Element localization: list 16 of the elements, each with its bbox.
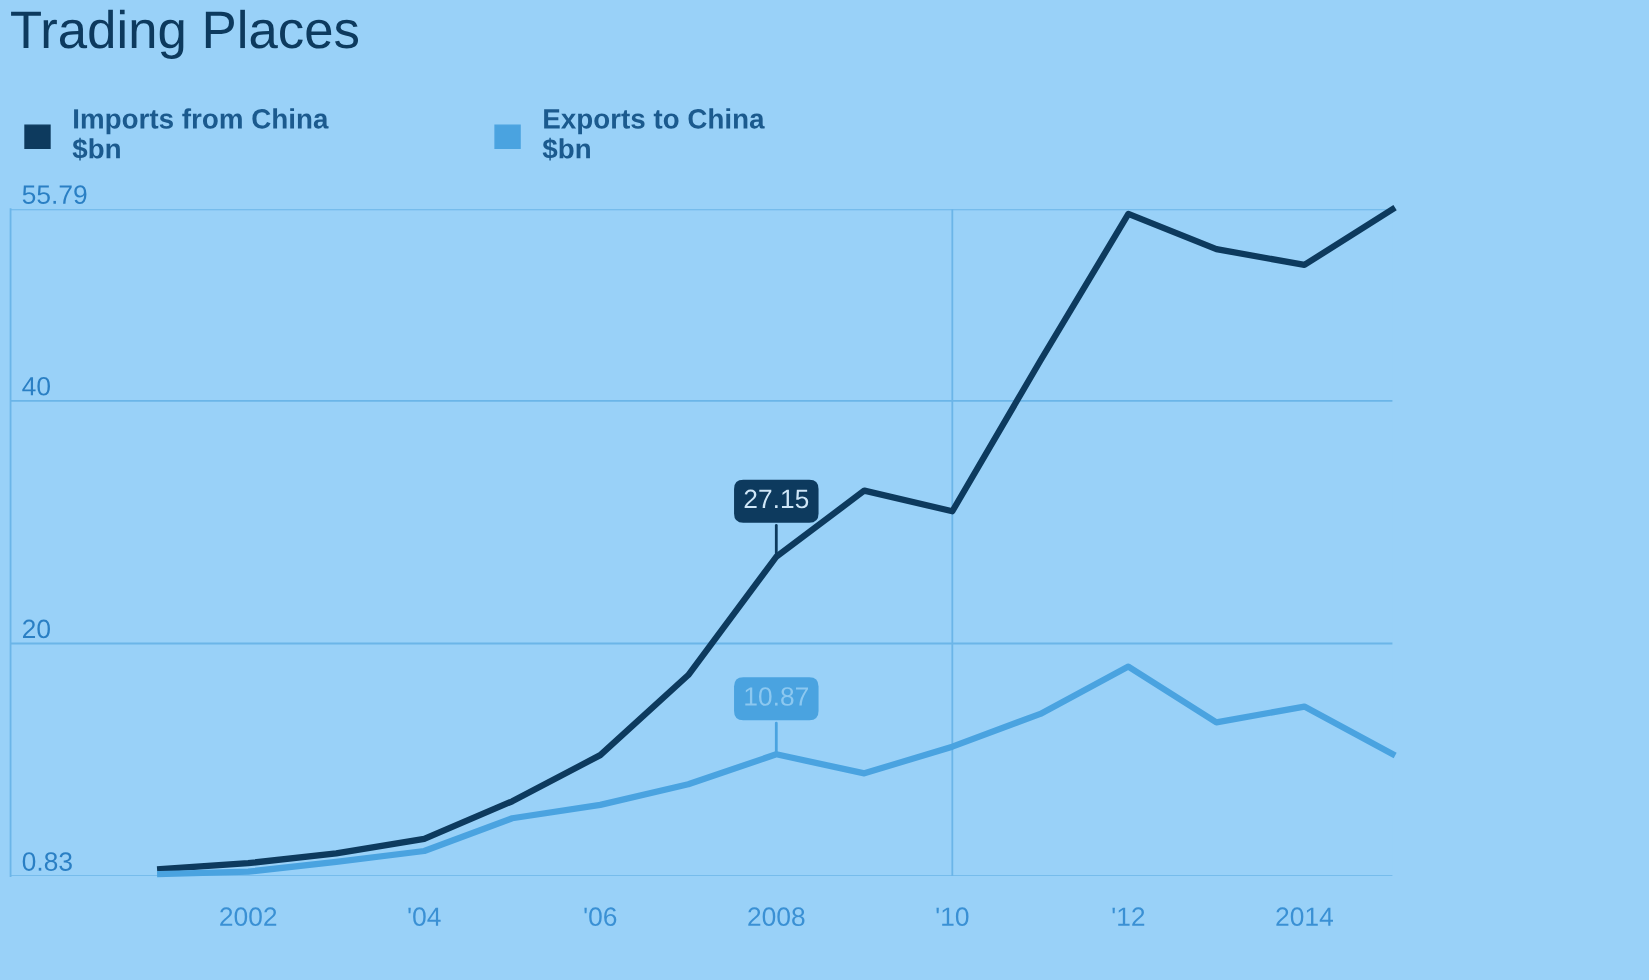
x-tick-label: '12 [1112,907,1145,926]
x-tick-label: 2008 [748,907,805,927]
y-tick-label: 20 [22,619,50,639]
y-tick-label: 40 [22,376,50,396]
annotation: 10.87 [745,687,808,706]
legend-label: Exports to China $bn [542,108,765,161]
x-tick-label: '10 [936,907,969,927]
y-tick-label: 55.79 [22,185,87,205]
x-tick-label: 2002 [220,907,277,927]
chart-title: Trading Places [11,9,359,59]
annotation: 27.15 [744,489,809,509]
x-tick-label: '04 [408,907,441,927]
legend-label: Imports from China $bn [72,108,329,161]
y-tick-label: 0.83 [22,852,72,871]
x-tick-label: 2014 [1276,907,1333,927]
x-tick-label: '06 [584,907,617,927]
